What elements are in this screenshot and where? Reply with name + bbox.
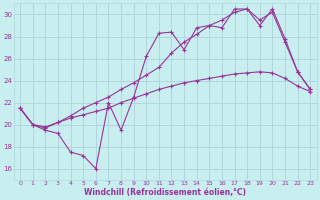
X-axis label: Windchill (Refroidissement éolien,°C): Windchill (Refroidissement éolien,°C) bbox=[84, 188, 246, 197]
